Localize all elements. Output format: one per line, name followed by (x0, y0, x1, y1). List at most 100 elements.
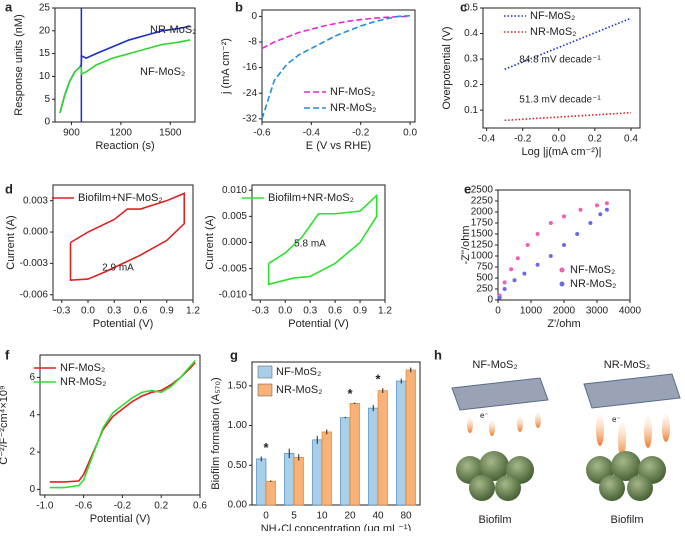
chart-panel: a 0 5 10 15 20 25 900 1200 1500 Response units (nM… (5, 0, 196, 152)
scatter-point (497, 295, 502, 300)
chart-panel: d -0.006 -0.003 0.000 0.003 -0.3 0.0 0.3 0.6 0.9 1… (5, 181, 200, 329)
x-tick-label: -0.2 (352, 128, 370, 139)
x-tick-label: 0.4 (624, 134, 638, 145)
chart-panel: f 0 2 4 6 -1.0 -0.6 -0.2 0.2 0.6 C⁻²/F⁻²cm⁴×10⁹ Pot… (0, 347, 207, 524)
series-line (261, 14, 411, 120)
legend-label: NF-MoS₂ (330, 86, 375, 98)
illus-title: NR-MoS₂ (604, 359, 650, 371)
plot-frame (54, 7, 196, 123)
mos2-sheet (451, 377, 549, 411)
y-tick-label: 0.1 (464, 105, 478, 116)
legend-label: NR-MoS₂ (150, 24, 196, 36)
x-axis-title: Reaction (s) (95, 140, 154, 152)
x-tick-label: 0.6 (193, 501, 207, 512)
y-axis-title: C⁻²/F⁻²cm⁴×10⁹ (0, 385, 10, 464)
scatter-point (595, 203, 599, 208)
legend-label: NF-MoS₂ (570, 264, 615, 276)
plot-frame (482, 7, 641, 129)
y-tick-label: 0 (487, 295, 493, 306)
y-axis-title: Overpotential (V) (441, 26, 453, 109)
x-tick-label: -0.4 (303, 128, 321, 139)
series-line (49, 360, 196, 489)
plot-frame (261, 9, 416, 123)
x-tick-label: 0.0 (278, 306, 292, 317)
x-axis-title: Log |j(mA cm⁻²)| (522, 146, 602, 158)
x-axis-title: E (V vs RHE) (306, 140, 371, 152)
annotation: 51.3 mV decade⁻¹ (519, 95, 601, 106)
scatter-point (604, 201, 609, 206)
y-tick-label: 15 (39, 48, 51, 59)
scatter-point (588, 221, 593, 225)
panel-letter: h (434, 347, 442, 362)
legend-label: NF-MoS₂ (140, 66, 185, 78)
series-line (69, 192, 186, 281)
y-tick-label: 2 (29, 447, 35, 458)
legend-label: NR-MoS₂ (330, 102, 376, 114)
y-tick-label: 0 (44, 117, 50, 128)
x-axis-title: Z'/ohm (547, 318, 580, 330)
x-tick-label: 1500 (159, 128, 182, 139)
legend-label: NR-MoS₂ (530, 26, 576, 38)
y-tick-label: 0.5 (464, 3, 478, 14)
legend-label: NR-MoS₂ (570, 278, 616, 290)
x-tick-label: 0.3 (107, 306, 121, 317)
y-tick-label: -32 (243, 113, 258, 124)
x-tick-label: 0.9 (353, 306, 367, 317)
series-line (59, 39, 191, 114)
x-tick-label: 0.3 (303, 306, 317, 317)
scatter-point (522, 271, 527, 276)
scatter-point (535, 232, 540, 236)
biofilm-cells (456, 451, 666, 501)
mos2-sheet (583, 373, 681, 409)
y-tick-label: -0.010 (219, 289, 248, 300)
y-tick-label: -0.005 (219, 263, 248, 274)
x-tick-label: 0.0 (552, 134, 566, 145)
scatter-point (512, 278, 517, 283)
x-tick-label: 4000 (619, 306, 642, 317)
plot-frame (39, 354, 201, 496)
x-tick-label: -0.3 (252, 306, 270, 317)
x-tick-label: 0.6 (134, 306, 148, 317)
scatter-point (562, 243, 566, 247)
x-tick-label: -0.6 (75, 501, 93, 512)
legend-label: Biofilm+NR-MoS₂ (268, 192, 354, 204)
panel-letter: d (5, 181, 13, 196)
y-tick-label: 0.000 (222, 237, 247, 248)
y-tick-label: 2500 (471, 185, 494, 196)
significance-mark: * (263, 440, 269, 455)
scatter-point (535, 262, 540, 267)
bar (377, 390, 388, 506)
x-tick-label: -0.2 (514, 134, 532, 145)
y-tick-label: 2000 (471, 207, 494, 218)
electron-label: e⁻ (612, 415, 621, 424)
y-tick-label: -8 (248, 37, 257, 48)
x-tick-label: -0.6 (253, 128, 271, 139)
chart-panel: c 0.1 0.2 0.3 0.4 0.5 -0.4 -0.2 0.0 0.2 0.4 Overpot… (441, 0, 641, 158)
x-tick-label: 0.2 (588, 134, 602, 145)
y-tick-label: 1750 (471, 218, 494, 229)
y-tick-label: 0.3 (464, 54, 478, 65)
electron-label: e⁻ (480, 411, 489, 420)
y-tick-label: 0.2 (464, 79, 478, 90)
panel-letter: f (5, 347, 10, 362)
y-axis-title: -Z''/ohm (460, 225, 472, 264)
x-tick-label: 10 (316, 511, 328, 522)
series-line (267, 193, 378, 286)
scatter-point (548, 221, 553, 225)
y-tick-label: 20 (39, 25, 51, 36)
legend-label: Biofilm+NF-MoS₂ (78, 192, 163, 204)
illus-label: Biofilm (610, 514, 643, 526)
y-tick-label: 5 (44, 94, 50, 105)
y-tick-label: 750 (476, 262, 493, 273)
legend-swatch (257, 365, 273, 379)
illus-title: NF-MoS₂ (472, 359, 517, 371)
x-tick-label: 0.6 (328, 306, 342, 317)
scatter-point (598, 212, 603, 217)
x-tick-label: -0.2 (114, 501, 132, 512)
bar (396, 380, 407, 506)
y-tick-label: 0.4 (464, 28, 478, 39)
bar (340, 417, 351, 506)
x-tick-label: 0.0 (81, 306, 95, 317)
x-axis-title: Potential (V) (93, 318, 154, 330)
series-line (504, 111, 632, 122)
